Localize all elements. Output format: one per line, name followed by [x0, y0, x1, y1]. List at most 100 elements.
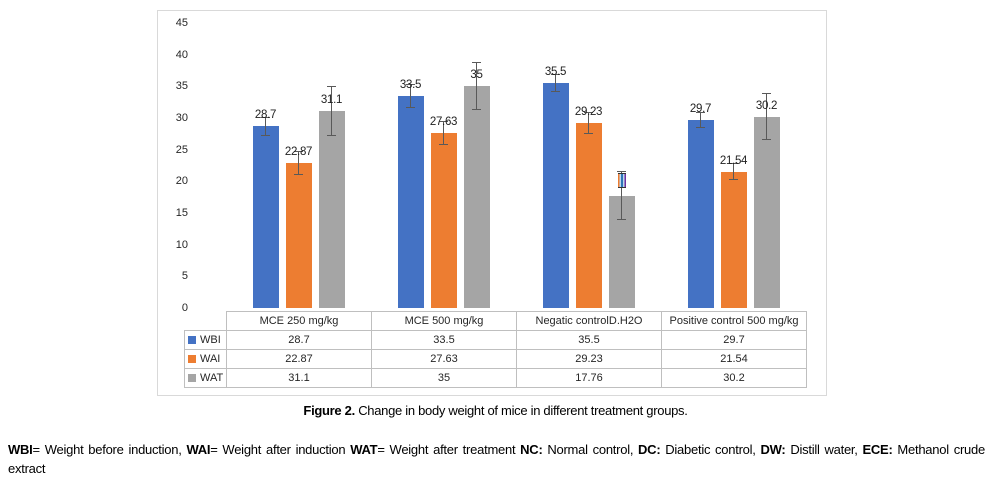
category-header-4: Positive control 500 mg/kg — [661, 311, 807, 331]
bar-wai-2 — [430, 133, 457, 308]
error-bar-cap-bottom — [294, 174, 303, 176]
y-axis-tick-label: 5 — [181, 270, 188, 283]
footnote-text: Diabetic control, — [660, 442, 761, 457]
plot-area: 28.7 33.5 35.5 29.7 22.87 27.63 29.23 21.54 31.1… — [226, 11, 806, 308]
error-bar-cap-top — [406, 83, 415, 85]
error-bar-cap-top — [261, 116, 270, 118]
series-name: WAI — [200, 353, 221, 365]
bar-data-label: 29.7 — [689, 102, 712, 115]
footnote-term: WBI — [8, 442, 33, 457]
legend-cell-wai: WAI — [184, 349, 227, 369]
error-bar-cap-top — [551, 74, 560, 76]
category-header-1: MCE 250 mg/kg — [226, 311, 372, 331]
bar-data-label: 29.23 — [574, 105, 603, 118]
error-bar-cap-top — [762, 93, 771, 95]
value-cell-wai-4: 21.54 — [661, 349, 807, 369]
error-bar-cap-top — [584, 112, 593, 114]
error-bar-line — [621, 170, 622, 221]
error-bar-cap-top — [439, 120, 448, 122]
footnote-text: Distill water, — [785, 442, 863, 457]
series-name: WAT — [200, 372, 224, 384]
bar-data-label: 22.87 — [284, 146, 313, 159]
error-bar-line — [443, 120, 444, 146]
legend-swatch-icon — [188, 355, 196, 363]
category-header-2: MCE 500 mg/kg — [371, 311, 517, 331]
table-row-wai: WAI 22.87 27.63 29.23 21.54 — [184, 349, 807, 369]
footnote-text: = Weight after induction — [210, 442, 351, 457]
bar-wbi-3 — [542, 83, 569, 308]
y-axis-tick-label: 10 — [175, 238, 188, 251]
footnote-text: = Weight before induction, — [32, 442, 187, 457]
bar-wat-2 — [463, 86, 490, 308]
error-bar-line — [298, 151, 299, 176]
error-bar-cap-top — [729, 162, 738, 164]
value-cell-wat-1: 31.1 — [226, 368, 372, 388]
value-cell-wai-2: 27.63 — [371, 349, 517, 369]
chart-data-table: MCE 250 mg/kg MCE 500 mg/kg Negatic contro… — [184, 311, 807, 388]
footnote-text: Normal control, — [542, 442, 639, 457]
chart-panel: 45 40 35 30 25 20 15 10 5 0 28.7 33.5 35.5 29.7 22.87… — [157, 10, 827, 396]
legend-swatch-icon — [188, 374, 196, 382]
error-bar-line — [476, 62, 477, 111]
bar-wbi-2 — [397, 95, 424, 308]
value-cell-wbi-4: 29.7 — [661, 330, 807, 350]
error-bar-line — [700, 111, 701, 129]
error-bar-cap-top — [472, 62, 481, 64]
bar-data-label: 30.2 — [755, 99, 778, 112]
category-header-3: Negatic controlD.H2O — [516, 311, 662, 331]
legend-cell-wbi: WBI — [184, 330, 227, 350]
footnote-text: Methanol crude extract — [8, 442, 985, 476]
value-cell-wai-1: 22.87 — [226, 349, 372, 369]
error-bar-cap-bottom — [261, 134, 270, 136]
corrupted-label-glyph — [617, 172, 626, 188]
footnote-term: DW: — [760, 442, 786, 457]
legend-swatch-icon — [188, 336, 196, 344]
bar-data-label: 31.1 — [320, 94, 343, 107]
error-bar-cap-bottom — [439, 144, 448, 146]
table-row-wbi: WBI 28.7 33.5 35.5 29.7 — [184, 330, 807, 350]
y-axis-tick-label: 20 — [175, 175, 188, 188]
y-axis-tick-label: 45 — [175, 17, 188, 29]
bar-data-label: 21.54 — [719, 154, 748, 167]
error-bar-cap-top — [696, 111, 705, 113]
value-cell-wai-3: 29.23 — [516, 349, 662, 369]
footnote-text: = Weight after treatment — [377, 442, 521, 457]
value-cell-wat-2: 35 — [371, 368, 517, 388]
footnote-term: NC: — [520, 442, 543, 457]
error-bar-cap-top — [617, 170, 626, 172]
y-axis-tick-label: 0 — [181, 302, 188, 314]
error-bar-cap-bottom — [762, 139, 771, 141]
value-cell-wbi-1: 28.7 — [226, 330, 372, 350]
footnote: WBI= Weight before induction, WAI= Weigh… — [8, 441, 985, 477]
bar-wat-1 — [318, 111, 345, 308]
bar-wat-4 — [753, 116, 780, 308]
value-cell-wat-4: 30.2 — [661, 368, 807, 388]
error-bar-cap-bottom — [472, 109, 481, 111]
error-bar-cap-bottom — [327, 134, 336, 136]
bar-data-label: 35.5 — [544, 66, 567, 79]
error-bar-line — [766, 93, 767, 141]
error-bar-line — [331, 86, 332, 136]
table-header-row: MCE 250 mg/kg MCE 500 mg/kg Negatic contro… — [185, 311, 807, 331]
bar-wai-4 — [720, 171, 747, 308]
error-bar-line — [265, 116, 266, 136]
footnote-term: ECE: — [862, 442, 893, 457]
legend-cell-wat: WAT — [184, 368, 227, 388]
bar-data-label: 28.7 — [254, 109, 277, 122]
error-bar-cap-top — [294, 151, 303, 153]
value-cell-wat-3: 17.76 — [516, 368, 662, 388]
error-bar-cap-bottom — [406, 106, 415, 108]
footnote-term: WAT — [350, 442, 378, 457]
y-axis-tick-label: 40 — [175, 48, 188, 61]
caption-label: Figure 2. — [303, 403, 355, 418]
error-bar-cap-bottom — [584, 132, 593, 134]
y-axis-tick-label: 15 — [175, 207, 188, 219]
error-bar-cap-bottom — [551, 91, 560, 93]
error-bar-cap-bottom — [617, 219, 626, 221]
bar-wbi-1 — [252, 126, 279, 308]
bar-wai-3 — [575, 122, 602, 308]
y-axis-tick-label: 30 — [175, 112, 188, 124]
value-cell-wbi-2: 33.5 — [371, 330, 517, 350]
y-axis-tick-label: 25 — [175, 143, 188, 156]
